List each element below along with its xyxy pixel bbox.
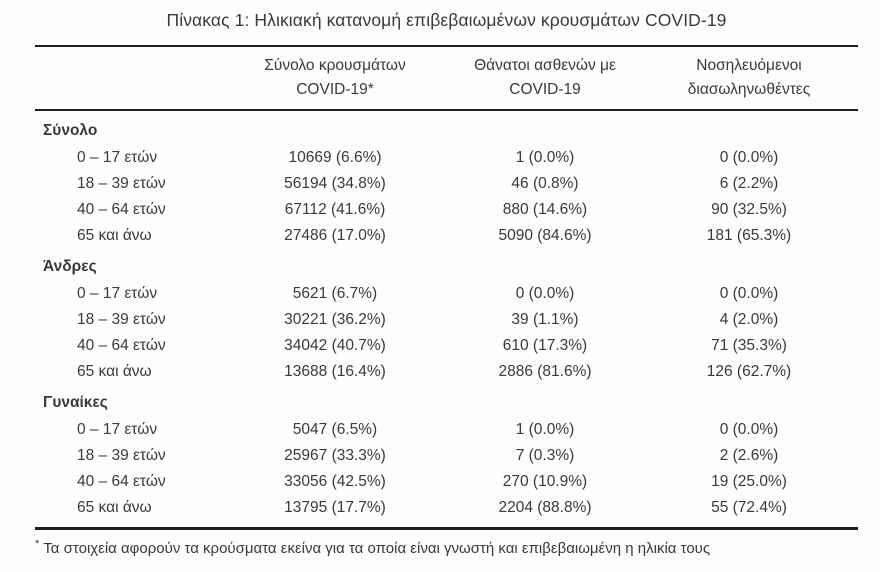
- cases-value: 27486 (17.0%): [284, 227, 386, 244]
- deaths-value: 1 (0.0%): [515, 421, 575, 438]
- covid-age-distribution-table: Σύνολο κρουσμάτων COVID-19* Θάνατοι ασθε…: [35, 45, 858, 530]
- cases-value: 30221 (36.2%): [284, 311, 386, 328]
- age-group-label: 65 και άνω: [77, 227, 152, 244]
- intubated-value: 55 (72.4%): [711, 499, 787, 516]
- deaths-value: 39 (1.1%): [511, 311, 579, 328]
- section-label-total: Σύνολο: [43, 122, 98, 139]
- age-group-label: 40 – 64 ετών: [77, 337, 166, 354]
- table-row: 0 – 17 ετών 5047 (6.5%) 1 (0.0%) 0 (0.0%…: [35, 417, 858, 443]
- table-row: 65 και άνω 13688 (16.4%) 2886 (81.6%) 12…: [35, 359, 858, 385]
- table-row: 18 – 39 ετών 30221 (36.2%) 39 (1.1%) 4 (…: [35, 307, 858, 333]
- intubated-value: 0 (0.0%): [719, 285, 779, 302]
- age-group-label: 18 – 39 ετών: [77, 311, 166, 328]
- table-row: 40 – 64 ετών 34042 (40.7%) 610 (17.3%) 7…: [35, 333, 858, 359]
- age-group-label: 0 – 17 ετών: [77, 285, 158, 302]
- cases-value: 33056 (42.5%): [284, 473, 386, 490]
- intubated-value: 19 (25.0%): [711, 473, 787, 490]
- age-group-label: 0 – 17 ετών: [77, 149, 158, 166]
- intubated-value: 0 (0.0%): [719, 149, 779, 166]
- table-row: 0 – 17 ετών 10669 (6.6%) 1 (0.0%) 0 (0.0…: [35, 145, 858, 171]
- header-deaths-line2: COVID-19: [509, 81, 581, 98]
- header-intubated-line1: Νοσηλευόμενοι: [696, 57, 802, 74]
- intubated-value: 6 (2.2%): [719, 175, 779, 192]
- section-label-women: Γυναίκες: [43, 394, 108, 411]
- cases-value: 13688 (16.4%): [284, 363, 386, 380]
- cases-value: 13795 (17.7%): [284, 499, 386, 516]
- cases-value: 34042 (40.7%): [284, 337, 386, 354]
- deaths-value: 5090 (84.6%): [498, 227, 592, 244]
- intubated-value: 126 (62.7%): [706, 363, 792, 380]
- intubated-value: 2 (2.6%): [719, 447, 779, 464]
- age-group-label: 40 – 64 ετών: [77, 473, 166, 490]
- header-intubated: Νοσηλευόμενοι διασωληνωθέντες: [640, 54, 858, 102]
- intubated-value: 181 (65.3%): [706, 227, 792, 244]
- cases-value: 5047 (6.5%): [292, 421, 378, 438]
- intubated-value: 0 (0.0%): [719, 421, 779, 438]
- header-intubated-line2: διασωληνωθέντες: [687, 81, 811, 98]
- header-total-cases-line2: COVID-19*: [296, 81, 374, 98]
- age-group-label: 65 και άνω: [77, 363, 152, 380]
- table-row: 40 – 64 ετών 33056 (42.5%) 270 (10.9%) 1…: [35, 469, 858, 495]
- intubated-value: 71 (35.3%): [711, 337, 787, 354]
- deaths-value: 46 (0.8%): [511, 175, 579, 192]
- cases-value: 25967 (33.3%): [284, 447, 386, 464]
- age-group-label: 65 και άνω: [77, 499, 152, 516]
- table-row: 65 και άνω 27486 (17.0%) 5090 (84.6%) 18…: [35, 223, 858, 249]
- deaths-value: 0 (0.0%): [515, 285, 575, 302]
- deaths-value: 2204 (88.8%): [498, 499, 592, 516]
- footnote-text: Τα στοιχεία αφορούν τα κρούσματα εκείνα …: [43, 540, 711, 557]
- deaths-value: 7 (0.3%): [515, 447, 575, 464]
- deaths-value: 880 (14.6%): [502, 201, 588, 218]
- intubated-value: 4 (2.0%): [719, 311, 779, 328]
- table-row: 40 – 64 ετών 67112 (41.6%) 880 (14.6%) 9…: [35, 197, 858, 223]
- deaths-value: 2886 (81.6%): [498, 363, 592, 380]
- header-deaths: Θάνατοι ασθενών με COVID-19: [450, 54, 640, 102]
- table-row: 18 – 39 ετών 56194 (34.8%) 46 (0.8%) 6 (…: [35, 171, 858, 197]
- section-label-men: Άνδρες: [43, 258, 97, 275]
- deaths-value: 270 (10.9%): [502, 473, 588, 490]
- footnote: * Τα στοιχεία αφορούν τα κρούσματα εκείνα…: [35, 533, 858, 560]
- deaths-value: 610 (17.3%): [502, 337, 588, 354]
- table-header-row: Σύνολο κρουσμάτων COVID-19* Θάνατοι ασθε…: [35, 47, 858, 111]
- age-group-label: 40 – 64 ετών: [77, 201, 166, 218]
- footnote-asterisk: *: [35, 538, 40, 550]
- table-body: Σύνολο 0 – 17 ετών 10669 (6.6%) 1 (0.0%)…: [35, 111, 858, 527]
- age-group-label: 18 – 39 ετών: [77, 447, 166, 464]
- cases-value: 56194 (34.8%): [284, 175, 386, 192]
- cases-value: 5621 (6.7%): [292, 285, 378, 302]
- header-total-cases-line1: Σύνολο κρουσμάτων: [264, 57, 406, 74]
- age-group-label: 0 – 17 ετών: [77, 421, 158, 438]
- table-row: 65 και άνω 13795 (17.7%) 2204 (88.8%) 55…: [35, 495, 858, 521]
- cases-value: 10669 (6.6%): [288, 149, 382, 166]
- cases-value: 67112 (41.6%): [284, 201, 386, 218]
- header-deaths-line1: Θάνατοι ασθενών με: [474, 57, 616, 74]
- table-row: 0 – 17 ετών 5621 (6.7%) 0 (0.0%) 0 (0.0%…: [35, 281, 858, 307]
- table-title: Πίνακας 1: Ηλικιακή κατανομή επιβεβαιωμέ…: [166, 10, 727, 30]
- deaths-value: 1 (0.0%): [515, 149, 575, 166]
- age-group-label: 18 – 39 ετών: [77, 175, 166, 192]
- intubated-value: 90 (32.5%): [711, 201, 787, 218]
- header-total-cases: Σύνολο κρουσμάτων COVID-19*: [220, 54, 450, 102]
- table-row: 18 – 39 ετών 25967 (33.3%) 7 (0.3%) 2 (2…: [35, 443, 858, 469]
